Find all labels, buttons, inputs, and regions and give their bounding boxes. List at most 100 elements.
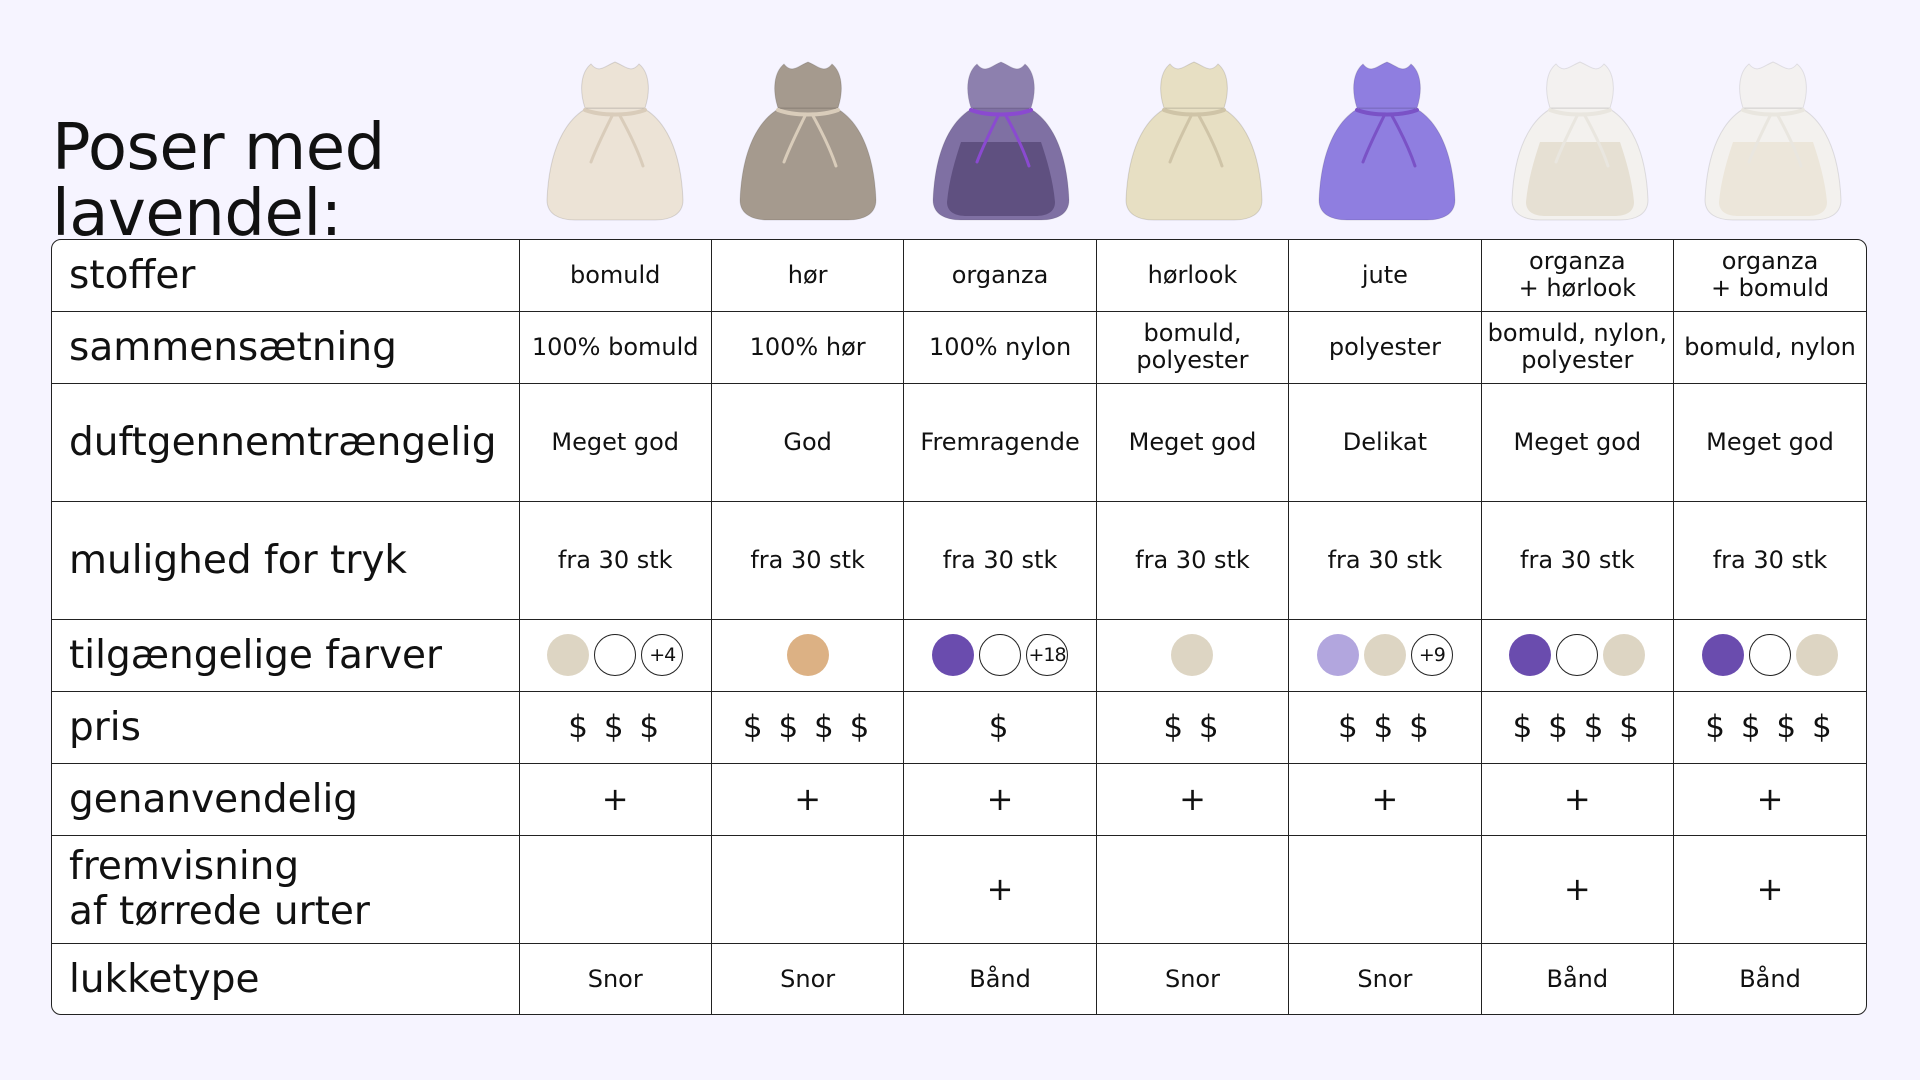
linen-bag-icon — [738, 61, 877, 221]
price-level: $ $ $ $ — [1480, 690, 1675, 764]
table-cell: fra 30 stk — [1095, 500, 1290, 620]
row-pris: pris $ $ $ $ $ $ $ $ $ $ $ $ $ $ $ $ $ $… — [52, 690, 1866, 764]
color-swatches: +18 — [908, 634, 1091, 676]
bag-image-1 — [518, 48, 711, 228]
color-swatch — [1363, 634, 1406, 676]
table-cell: hørlook — [1095, 240, 1290, 312]
table-cell: Bånd — [1480, 942, 1675, 1014]
color-swatches: +9 — [1293, 634, 1476, 676]
row-sammensaetning: sammensætning 100% bomuld 100% hør 100% … — [52, 310, 1866, 384]
color-swatches-cell: +4 — [518, 618, 712, 692]
table-cell: fra 30 stk — [518, 500, 712, 620]
bag-image-2 — [711, 48, 904, 228]
color-swatch — [1171, 634, 1214, 676]
table-cell: hør — [710, 240, 905, 312]
color-swatch — [1509, 634, 1552, 676]
color-swatch — [547, 634, 590, 676]
price-level: $ $ — [1095, 690, 1290, 764]
row-label: stoffer — [52, 240, 520, 312]
bag-image-7 — [1676, 48, 1869, 228]
table-cell: fra 30 stk — [1673, 500, 1866, 620]
bag-image-6 — [1483, 48, 1676, 228]
color-swatches: +4 — [524, 634, 707, 676]
linen-look-bag-icon — [1124, 61, 1263, 221]
color-swatch — [1556, 634, 1599, 676]
more-colors-badge: +18 — [1026, 634, 1069, 676]
price-level: $ — [903, 690, 1097, 764]
row-label: fremvisning af tørrede urter — [52, 834, 520, 944]
plus-mark: + — [1673, 762, 1866, 836]
table-cell: organza + hørlook — [1480, 240, 1675, 312]
table-cell: God — [710, 382, 905, 502]
row-label: genanvendelig — [52, 762, 520, 836]
plus-mark: + — [1480, 834, 1675, 944]
organza-lavender-bag-icon — [931, 61, 1070, 221]
color-swatch — [786, 634, 829, 676]
color-swatches-cell: +9 — [1288, 618, 1482, 692]
table-cell: bomuld, nylon — [1673, 310, 1866, 384]
table-cell: Meget god — [1095, 382, 1290, 502]
table-cell: Snor — [710, 942, 905, 1014]
plus-mark — [1288, 834, 1482, 944]
page-title: Poser med lavendel: — [52, 110, 385, 251]
bag-image-5 — [1290, 48, 1483, 228]
color-swatches — [1486, 634, 1669, 676]
row-stoffer: stoffer bomuld hør organza hørlook jute … — [52, 240, 1866, 312]
more-colors-badge: +9 — [1410, 634, 1453, 676]
row-label: sammensætning — [52, 310, 520, 384]
table-cell: bomuld, nylon, polyester — [1480, 310, 1675, 384]
table-cell: 100% bomuld — [518, 310, 712, 384]
plus-mark: + — [518, 762, 712, 836]
table-cell: organza + bomuld — [1673, 240, 1866, 312]
row-tilgaengelige-farver: tilgængelige farver +4 +18 +9 — [52, 618, 1866, 692]
table-cell: organza — [903, 240, 1097, 312]
plus-mark — [518, 834, 712, 944]
color-swatches-cell — [1095, 618, 1290, 692]
bag-image-4 — [1097, 48, 1290, 228]
bag-images-row — [518, 48, 1868, 228]
table-cell: polyester — [1288, 310, 1482, 384]
plus-mark — [1095, 834, 1290, 944]
organza-cotton-bag-icon — [1703, 61, 1842, 221]
table-cell: Meget god — [518, 382, 712, 502]
price-level: $ $ $ — [1288, 690, 1482, 764]
price-level: $ $ $ $ — [710, 690, 905, 764]
table-cell: bomuld, polyester — [1095, 310, 1290, 384]
color-swatches — [716, 634, 899, 676]
color-swatches-cell — [710, 618, 905, 692]
table-cell: fra 30 stk — [1288, 500, 1482, 620]
organza-linen-look-bag-icon — [1510, 61, 1649, 221]
jute-bag-icon — [1317, 61, 1456, 221]
price-level: $ $ $ $ — [1673, 690, 1866, 764]
plus-mark: + — [903, 762, 1097, 836]
table-cell: Snor — [1095, 942, 1290, 1014]
row-fremvisning: fremvisning af tørrede urter + + + — [52, 834, 1866, 944]
row-duftgennemtraengelig: duftgennemtrængelig Meget god God Fremra… — [52, 382, 1866, 502]
table-cell: 100% hør — [710, 310, 905, 384]
row-genanvendelig: genanvendelig + + + + + + + — [52, 762, 1866, 836]
table-cell: bomuld — [518, 240, 712, 312]
bag-image-3 — [904, 48, 1097, 228]
color-swatch — [1749, 634, 1792, 676]
plus-mark: + — [903, 834, 1097, 944]
color-swatches — [1678, 634, 1862, 676]
table-cell: Delikat — [1288, 382, 1482, 502]
table-cell: Bånd — [1673, 942, 1866, 1014]
row-lukketype: lukketype Snor Snor Bånd Snor Snor Bånd … — [52, 942, 1866, 1014]
plus-mark: + — [1673, 834, 1866, 944]
table-cell: 100% nylon — [903, 310, 1097, 384]
plus-mark: + — [1288, 762, 1482, 836]
comparison-table: stoffer bomuld hør organza hørlook jute … — [51, 239, 1867, 1015]
row-label: mulighed for tryk — [52, 500, 520, 620]
table-cell: Snor — [518, 942, 712, 1014]
color-swatch — [979, 634, 1022, 676]
row-label: tilgængelige farver — [52, 618, 520, 692]
color-swatch — [932, 634, 975, 676]
table-cell: Bånd — [903, 942, 1097, 1014]
table-cell: Snor — [1288, 942, 1482, 1014]
color-swatches-cell: +18 — [903, 618, 1097, 692]
table-cell: Meget god — [1480, 382, 1675, 502]
table-cell: Meget god — [1673, 382, 1866, 502]
price-level: $ $ $ — [518, 690, 712, 764]
